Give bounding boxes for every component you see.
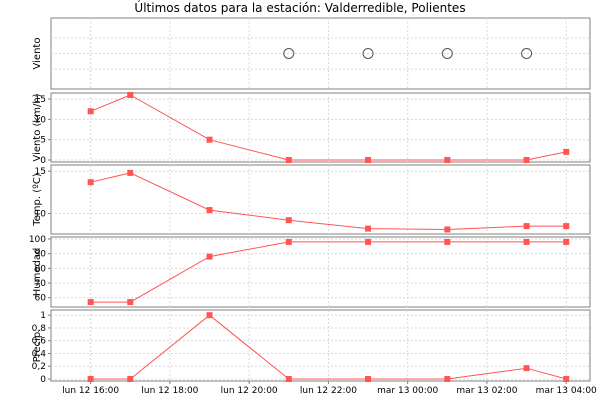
data-point — [523, 238, 530, 245]
series-line — [90, 314, 567, 380]
y-tick-label: 10 — [35, 115, 47, 125]
wind-direction-marker — [362, 48, 374, 59]
wind-direction-marker — [521, 48, 533, 59]
data-point — [285, 217, 292, 224]
x-tick-label: lun 12 16:00 — [62, 386, 119, 396]
x-tick-label: mar 13 00:00 — [377, 386, 438, 396]
data-point — [206, 207, 213, 214]
y-tick-label: 100 — [29, 235, 46, 245]
chart-title: Últimos datos para la estación: Valderre… — [134, 0, 465, 15]
y-axis-label: Temp. (ºC) — [32, 173, 43, 227]
panel-4: Precip. 0 0,2 0,4 0,6 0,8 1 — [32, 309, 591, 385]
panel-frame — [50, 164, 591, 235]
data-point — [206, 253, 213, 260]
data-point — [563, 376, 570, 382]
data-point — [87, 299, 94, 306]
data-point — [127, 376, 134, 382]
data-point — [285, 376, 292, 382]
x-tick-label: lun 12 18:00 — [141, 386, 198, 396]
y-tick-label: 60 — [35, 294, 47, 304]
data-point — [365, 238, 372, 245]
data-point — [523, 157, 530, 163]
data-point — [444, 157, 451, 163]
data-point — [285, 238, 292, 245]
panel-2: Temp. (ºC)10 15 — [32, 164, 591, 235]
y-axis-label: Viento (km/h) — [32, 93, 43, 161]
y-tick-label: 80 — [35, 264, 47, 274]
y-axis-label: Precip. — [32, 329, 43, 363]
y-tick-label: 5 — [40, 136, 46, 146]
y-axis-label: Humedad — [32, 248, 43, 297]
y-tick-label: 10 — [35, 209, 47, 219]
y-tick-label: 0 — [40, 375, 46, 385]
data-point — [87, 376, 94, 382]
data-point — [87, 108, 94, 115]
wind-direction-marker — [441, 48, 453, 59]
data-point — [127, 169, 134, 176]
y-axis-label: Viento — [32, 38, 43, 70]
y-tick-label: 0,6 — [32, 337, 47, 347]
data-point — [87, 179, 94, 186]
data-point — [444, 238, 451, 245]
x-tick-label: mar 13 02:00 — [456, 386, 517, 396]
panel-frame — [50, 236, 591, 308]
y-tick-label: 90 — [35, 250, 47, 260]
data-point — [365, 225, 372, 232]
data-point — [563, 238, 570, 245]
panel-0: Viento — [32, 17, 591, 90]
data-point — [523, 223, 530, 230]
data-point — [365, 157, 372, 163]
data-point — [206, 136, 213, 143]
panel-frame — [50, 309, 591, 382]
x-tick-label: lun 12 22:00 — [300, 386, 357, 396]
y-tick-label: 0,2 — [32, 362, 46, 372]
data-point — [127, 299, 134, 306]
data-point — [563, 223, 570, 230]
data-point — [444, 376, 451, 382]
data-point — [206, 312, 213, 319]
y-tick-label: 15 — [35, 95, 46, 105]
panel-1: Viento (km/h)0 5 10 15 — [32, 92, 591, 166]
y-tick-label: 70 — [35, 279, 47, 289]
data-point — [365, 376, 372, 382]
y-tick-label: 0,4 — [32, 349, 47, 359]
data-point — [285, 157, 292, 163]
y-tick-label: 0,8 — [32, 324, 47, 334]
data-point — [444, 226, 451, 233]
data-point — [523, 365, 530, 372]
series-line — [90, 172, 567, 231]
y-tick-label: 15 — [35, 167, 46, 177]
wind-direction-marker — [283, 48, 295, 59]
panel-frame — [50, 92, 591, 163]
y-tick-label: 0 — [40, 156, 46, 166]
series-line — [90, 94, 567, 161]
y-tick-label: 1 — [40, 311, 46, 321]
x-tick-label: lun 12 20:00 — [221, 386, 278, 396]
x-axis-ticks: lun 12 16:00 lun 12 18:00 lun 12 20:00 lun … — [62, 381, 597, 396]
data-point — [127, 92, 134, 98]
data-point — [563, 148, 570, 155]
x-tick-label: mar 13 04:00 — [536, 386, 597, 396]
series-line — [90, 241, 567, 303]
